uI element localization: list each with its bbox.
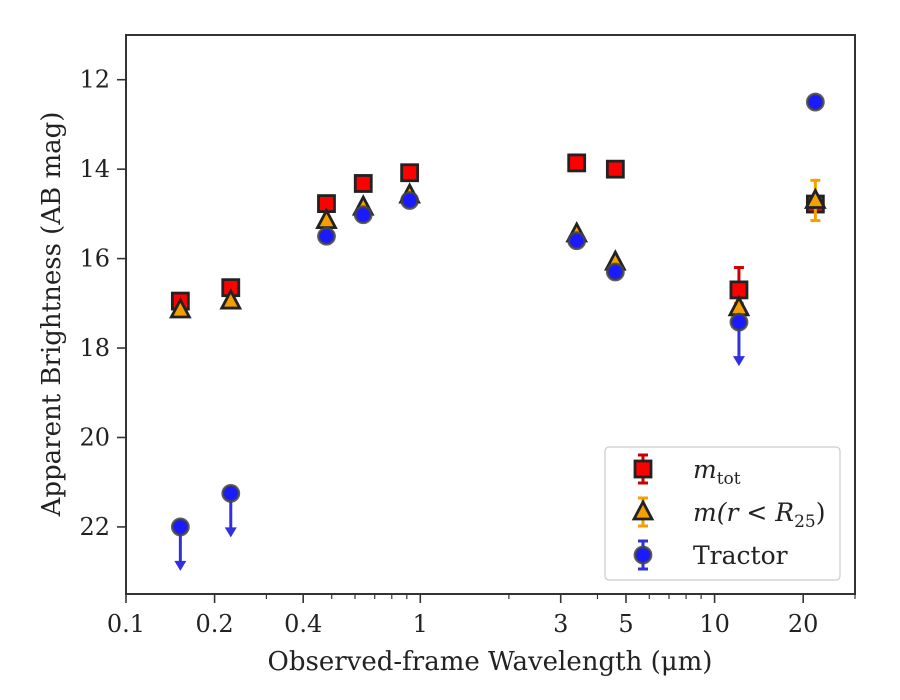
arrow-head	[224, 527, 237, 538]
series-square	[170, 153, 825, 314]
x-axis-label: Observed-frame Wavelength (μm)	[268, 647, 713, 677]
triangle-point	[804, 187, 827, 209]
arrow-head	[732, 356, 745, 367]
circle-point	[567, 231, 587, 251]
x-tick-label: 0.1	[107, 610, 145, 638]
y-tick-label: 18	[79, 334, 110, 362]
circle-point	[805, 92, 825, 112]
triangle-point	[727, 294, 751, 317]
x-tick-label: 3	[553, 610, 568, 638]
legend-circle-marker	[633, 545, 653, 565]
series-triangle	[169, 178, 827, 319]
y-tick-label: 14	[79, 155, 110, 183]
legend-entry-2: m(r < R25)	[693, 498, 825, 532]
triangle-point	[315, 207, 338, 229]
circle-point	[317, 226, 336, 246]
circle-point	[353, 205, 373, 225]
ticks-layer: 0.1 0.2 0.4 1 3 5 10 20 12 14 16 18 20 22	[79, 66, 856, 638]
circle-point	[729, 312, 749, 332]
legend-triangle-marker	[631, 499, 655, 521]
square-point	[400, 163, 420, 183]
x-tick-label: 0.4	[284, 610, 322, 638]
legend: mtot m(r < R25) Tractor	[604, 446, 841, 581]
square-point	[605, 159, 625, 179]
y-tick-label: 16	[79, 245, 110, 273]
y-axis-label: Apparent Brightness (AB mag)	[37, 112, 67, 518]
square-point	[567, 153, 587, 173]
legend-square-marker	[633, 459, 653, 479]
triangle-point	[169, 297, 192, 319]
legend-entry-1: mtot	[693, 455, 741, 489]
triangle-point	[219, 288, 243, 310]
square-point	[353, 174, 373, 193]
arrow-head	[174, 560, 187, 571]
plot-frame	[125, 34, 856, 595]
x-tick-label: 5	[618, 610, 633, 638]
series-circle	[170, 92, 825, 571]
x-tick-label: 0.2	[196, 610, 234, 638]
circle-point	[605, 262, 625, 282]
circle-point	[170, 517, 190, 537]
data-layer	[169, 92, 827, 571]
y-tick-label: 12	[79, 66, 110, 94]
x-tick-label: 20	[788, 610, 819, 638]
y-tick-label: 22	[79, 513, 110, 541]
legend-entry-3: Tractor	[693, 541, 788, 570]
x-tick-label: 1	[413, 610, 428, 638]
legend-box	[604, 446, 841, 581]
circle-point	[221, 483, 241, 503]
circle-point	[400, 191, 420, 210]
y-tick-label: 20	[79, 423, 110, 451]
x-tick-label: 10	[699, 610, 730, 638]
